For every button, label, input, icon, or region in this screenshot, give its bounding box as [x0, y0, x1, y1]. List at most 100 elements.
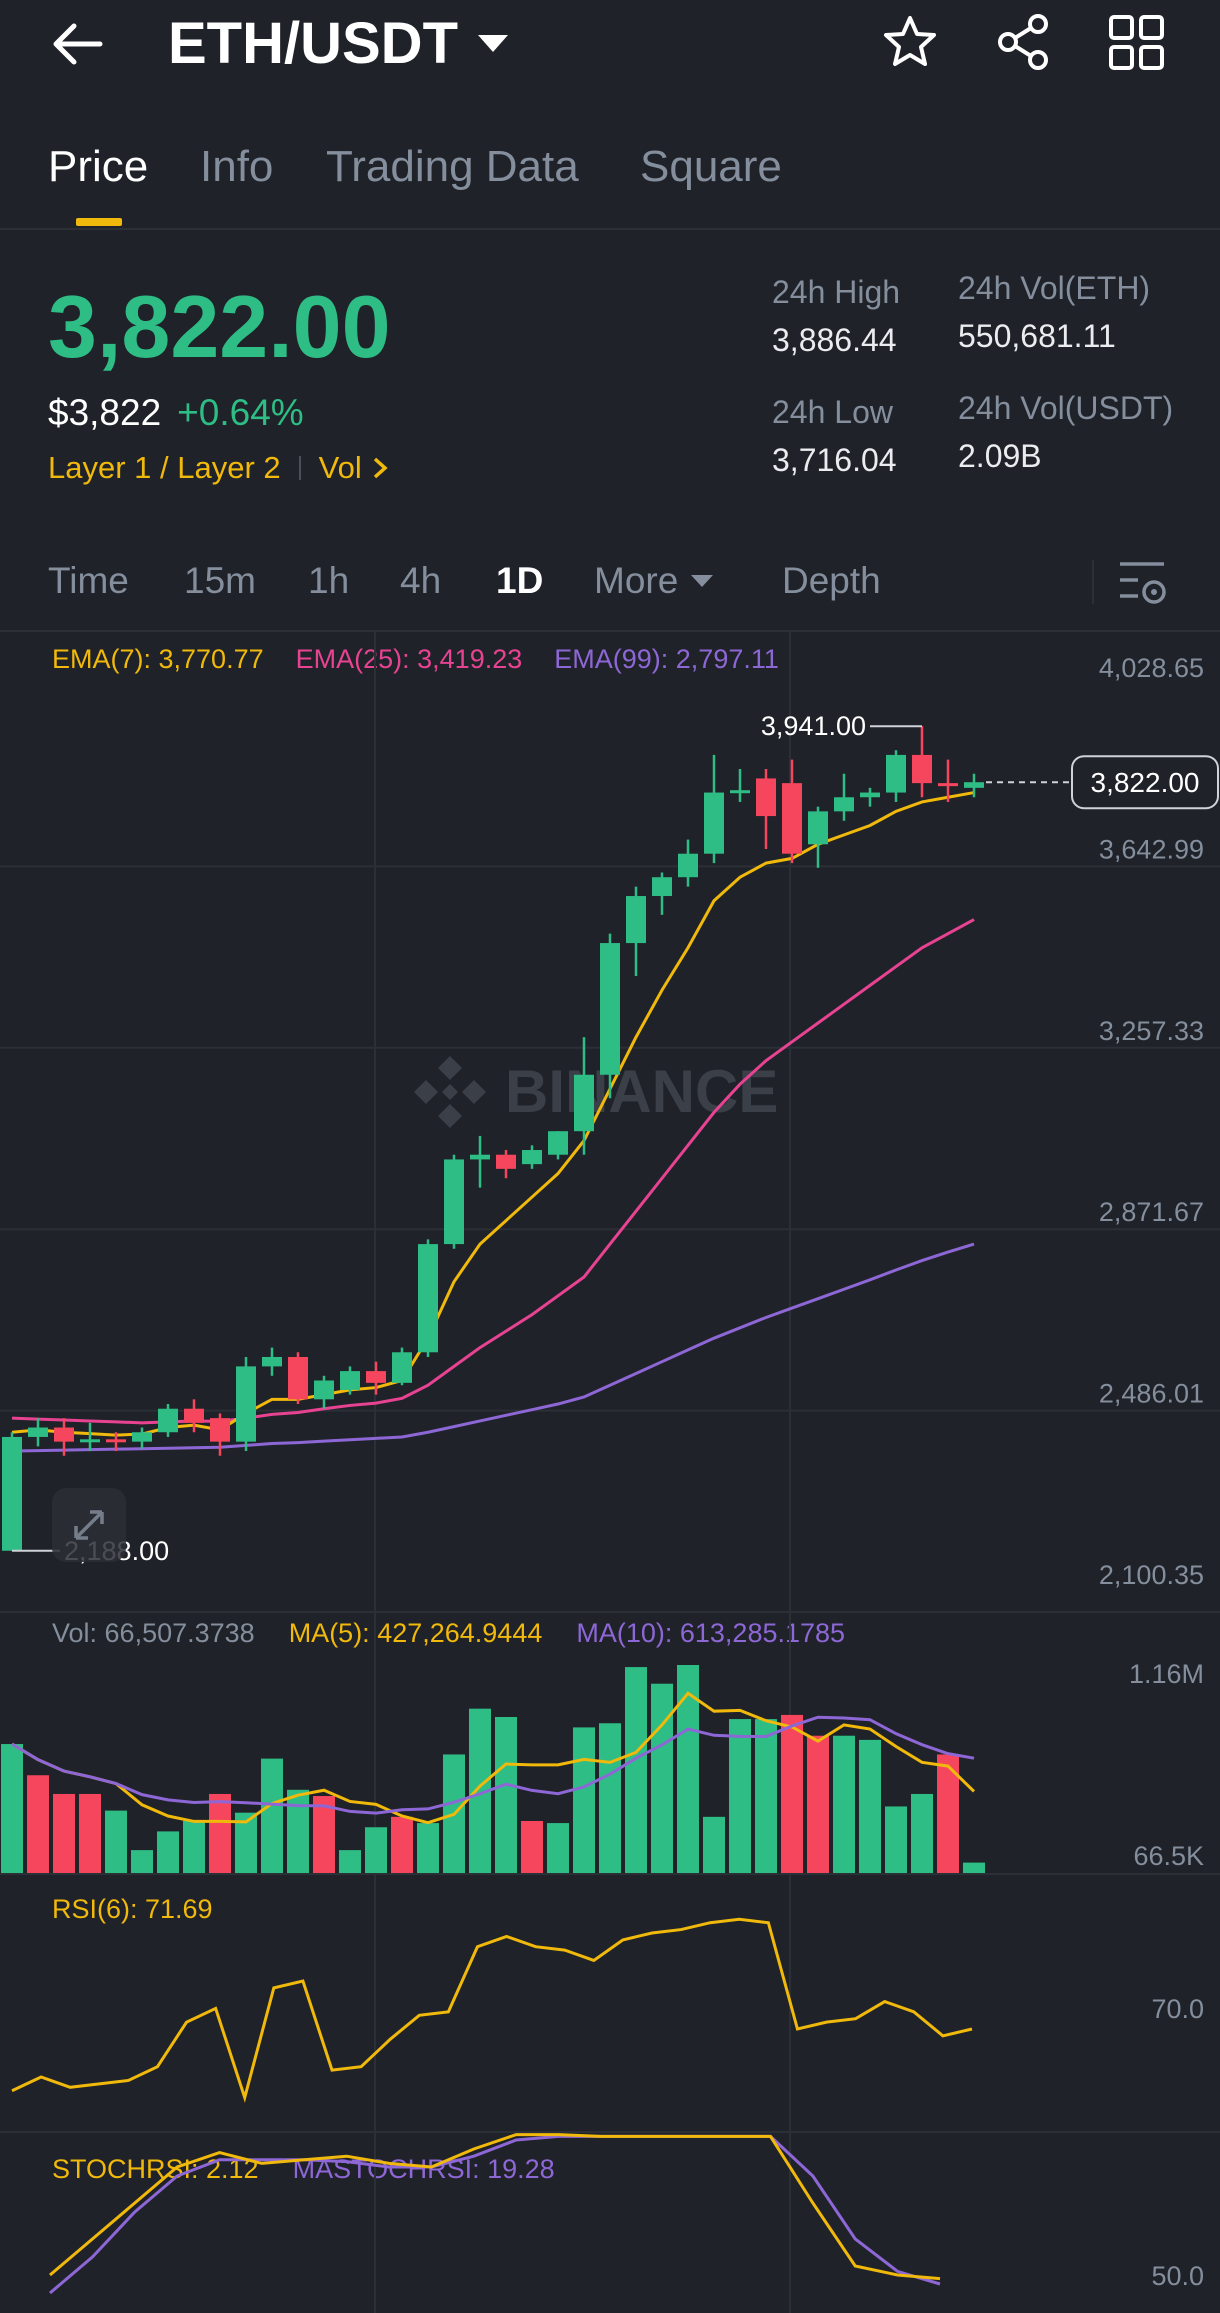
price-axis-label: 4,028.65 [1099, 653, 1204, 683]
ma10-line [11, 1715, 975, 1815]
ema99-label: EMA(99): 2,797.11 [554, 644, 779, 674]
tf-depth[interactable]: Depth [782, 560, 881, 601]
stochrsi-legend: STOCHRSI: 2.12 MASTOCHRSI: 19.28 [52, 2154, 555, 2185]
tab-info[interactable]: Info [200, 142, 274, 191]
stochrsi-chart[interactable]: 50.0 [0, 2133, 1220, 2313]
tf-4h[interactable]: 4h [400, 560, 442, 601]
candle-up [28, 1427, 48, 1437]
current-price-label: 3,822.00 [1091, 767, 1200, 798]
candle-up [834, 797, 854, 812]
back-button[interactable] [40, 8, 120, 78]
high-label: 24h High [772, 274, 901, 310]
rsi-line [11, 1917, 973, 2103]
candle-up [236, 1366, 256, 1442]
volume-bar [365, 1827, 387, 1873]
candle-up [158, 1408, 178, 1433]
max-price-label: 3,941.00 [761, 711, 866, 741]
candlestick-chart[interactable]: 4,028.65 3,642.99 3,257.33 2,871.67 2,486.01… [0, 630, 1220, 1613]
watermark-text: BINANCE [505, 1058, 778, 1125]
candle-up [418, 1244, 438, 1353]
candle-up [548, 1131, 568, 1155]
grid-icon [1109, 15, 1164, 70]
volume-bar [53, 1793, 75, 1873]
fullscreen-button[interactable] [52, 1488, 126, 1562]
candle-up [392, 1352, 412, 1383]
high-value: 3,886.44 [772, 322, 897, 358]
expand-icon [74, 1510, 104, 1540]
ma10-label: MA(10): 613,285.1785 [576, 1618, 846, 1648]
pair-title: ETH/USDT [168, 10, 458, 76]
candle-down [54, 1427, 74, 1442]
vol-link[interactable]: Vol [319, 450, 388, 486]
volume-bar [339, 1850, 361, 1873]
caret-down-icon [691, 575, 714, 587]
vol-link-label: Vol [318, 450, 362, 485]
volume-bar [469, 1708, 491, 1873]
candle-down [366, 1371, 386, 1383]
volume-bar [703, 1816, 725, 1873]
candle-up [522, 1150, 542, 1165]
volume-chart[interactable]: 1.16M 66.5K [0, 1613, 1220, 1875]
tab-trading-data[interactable]: Trading Data [326, 142, 579, 191]
volume-bar [599, 1723, 621, 1873]
candle-up [262, 1356, 282, 1367]
volume-bar [807, 1735, 829, 1873]
price-axis-label: 3,257.33 [1099, 1016, 1204, 1046]
ema7-label: EMA(7): 3,770.77 [52, 644, 264, 674]
tf-15m[interactable]: 15m [184, 560, 256, 601]
volume-bar [131, 1850, 153, 1873]
tab-price[interactable]: Price [48, 142, 149, 191]
candle-up [808, 811, 828, 845]
volume-axis-label: 66.5K [1133, 1841, 1204, 1871]
binance-logo-icon [414, 1056, 486, 1128]
candle-down [782, 783, 802, 854]
favorite-button[interactable] [880, 12, 940, 77]
tf-time[interactable]: Time [48, 560, 129, 601]
pair-selector[interactable]: ETH/USDT [168, 8, 510, 78]
price-axis-label: 2,486.01 [1099, 1379, 1204, 1409]
volume-bar [911, 1793, 933, 1873]
volume-bar [651, 1683, 673, 1873]
volume-bar [625, 1667, 647, 1873]
last-price: 3,822.00 [48, 277, 391, 376]
rsi-chart[interactable]: 70.0 [0, 1875, 1220, 2133]
candle-up [470, 1154, 490, 1160]
volume-bar [547, 1823, 569, 1873]
vol-eth-label: 24h Vol(ETH) [958, 270, 1151, 306]
tf-1d[interactable]: 1D [496, 560, 544, 601]
volume-bar [521, 1821, 543, 1873]
chart-settings-icon[interactable] [1116, 558, 1168, 608]
volume-bar [27, 1775, 49, 1873]
ma5-line [11, 1691, 976, 1825]
tab-square[interactable]: Square [640, 142, 782, 191]
candle-down [106, 1439, 126, 1443]
caret-down-icon [478, 35, 508, 52]
mastochrsi-label: MASTOCHRSI: 19.28 [292, 2154, 555, 2184]
category-tag[interactable]: Layer 1 / Layer 2 [48, 450, 281, 485]
tab-bar: Price Info Trading Data Square [0, 138, 1220, 230]
candle-up [444, 1159, 464, 1245]
share-button[interactable] [994, 12, 1054, 77]
candle-up [730, 790, 750, 794]
volume-bar [209, 1793, 231, 1873]
timeframe-bar: Time 15m 1h 4h 1D More Depth [0, 548, 1220, 632]
volume-bar [391, 1816, 413, 1873]
volume-bar [417, 1823, 439, 1873]
stochrsi-axis-label: 50.0 [1151, 2261, 1204, 2291]
candle-down [938, 783, 958, 787]
volume-bar [1, 1744, 23, 1873]
tf-1h[interactable]: 1h [308, 560, 350, 601]
tf-more[interactable]: More [594, 560, 714, 602]
volume-bar [963, 1862, 985, 1873]
candle-down [184, 1408, 204, 1423]
vol-label: Vol: 66,507.3738 [52, 1618, 255, 1648]
share-icon [998, 14, 1048, 70]
candle-up [314, 1380, 334, 1400]
candle-up [886, 754, 906, 793]
current-price-tag [1071, 755, 1219, 810]
candle-up [340, 1371, 360, 1390]
volume-axis-label: 1.16M [1129, 1659, 1204, 1689]
layout-button[interactable] [1108, 14, 1166, 77]
candle-up [574, 1074, 594, 1132]
tag-row: Layer 1 / Layer 2 Vol [48, 450, 388, 486]
